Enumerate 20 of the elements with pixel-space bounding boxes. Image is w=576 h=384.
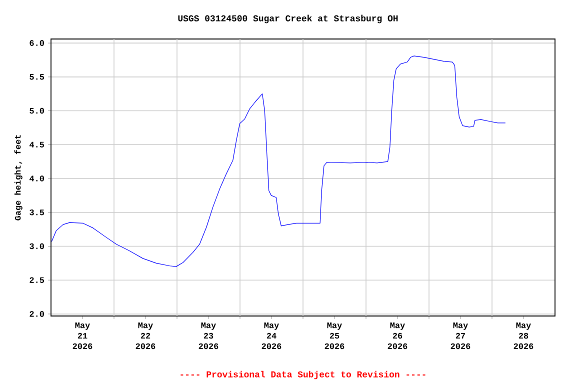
x-tick-label: May 24 2026 bbox=[262, 322, 282, 350]
y-tick-label: 3.5 bbox=[30, 209, 44, 216]
text: ---- Provisional Data Subject to Revision ---- bbox=[180, 370, 426, 380]
x-tick-label: May 22 2026 bbox=[136, 322, 156, 350]
y-tick-label: 2.0 bbox=[30, 311, 44, 317]
x-tick-label: May 21 2026 bbox=[72, 322, 92, 350]
y-tick-label: 2.5 bbox=[30, 277, 44, 283]
y-tick-label: 4.0 bbox=[30, 176, 44, 182]
x-tick-label: May 23 2026 bbox=[198, 322, 218, 350]
x-tick-label: May 27 2026 bbox=[450, 322, 470, 350]
y-tick-label: 3.0 bbox=[30, 243, 44, 250]
y-axis-title: Gage height, feet bbox=[14, 135, 22, 220]
y-tick-label: 6.0 bbox=[30, 40, 44, 46]
y-tick-label: 5.0 bbox=[30, 108, 44, 114]
y-tick-label: 5.5 bbox=[30, 74, 44, 80]
x-tick-label: May 26 2026 bbox=[388, 322, 408, 350]
x-tick-label: May 25 2026 bbox=[324, 322, 344, 350]
y-tick-label: 4.5 bbox=[30, 142, 44, 148]
chart-title: USGS 03124500 Sugar Creek at Strasburg OH bbox=[178, 14, 398, 24]
x-tick-label: May 28 2026 bbox=[514, 322, 534, 350]
